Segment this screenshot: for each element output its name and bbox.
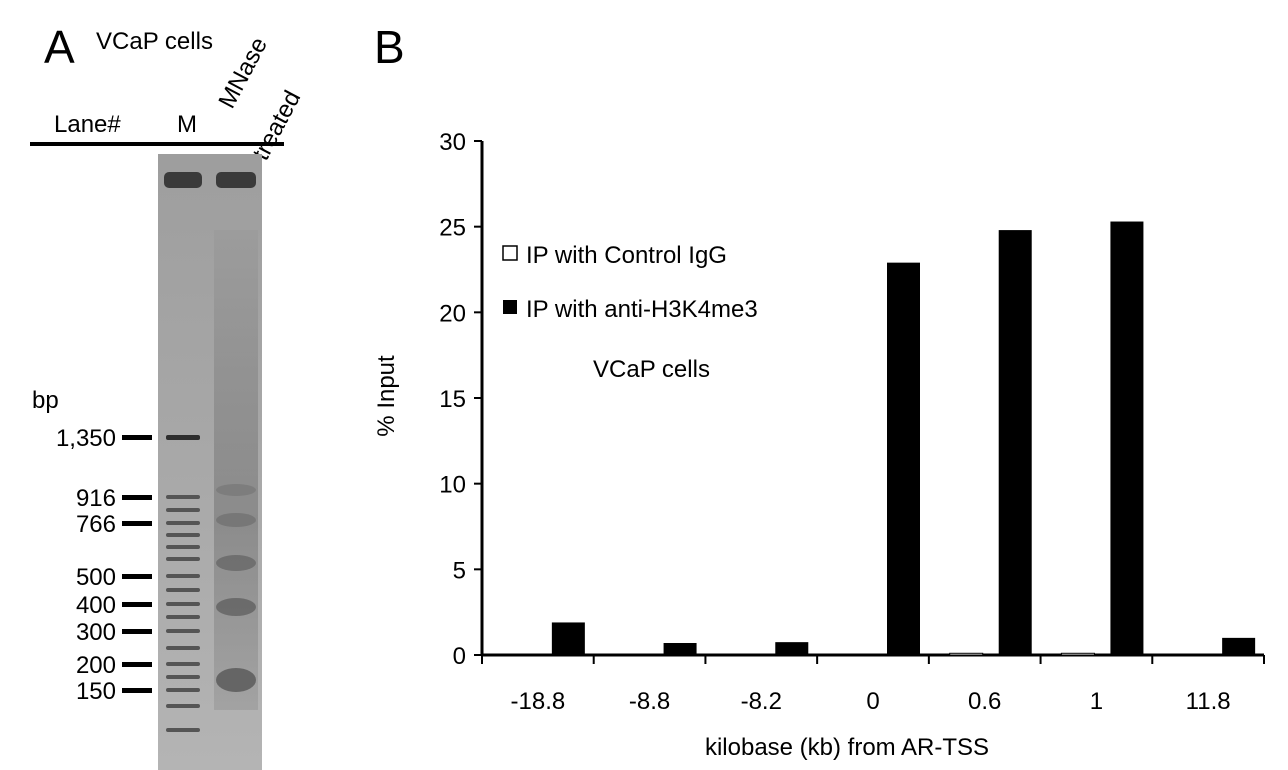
marker-tick xyxy=(122,662,152,667)
ladder-band xyxy=(166,521,200,525)
lane-treated-label-2: treated xyxy=(247,86,306,165)
ladder-band xyxy=(166,704,200,708)
marker-label: 300 xyxy=(76,619,116,646)
ladder-band xyxy=(166,588,200,592)
ladder-band xyxy=(166,495,200,499)
marker-label: 150 xyxy=(76,678,116,705)
bp-label: bp xyxy=(32,387,59,414)
x-tick-label: 11.8 xyxy=(1186,688,1231,715)
y-tick-label: 15 xyxy=(439,386,466,413)
x-tick-label: 1 xyxy=(1090,688,1103,715)
y-tick-label: 0 xyxy=(453,643,466,670)
y-tick-label: 30 xyxy=(439,129,466,156)
legend-treated-label: IP with anti-H3K4me3 xyxy=(526,296,758,323)
panel-a-letter: A xyxy=(44,21,75,73)
x-tick-label: -18.8 xyxy=(511,688,566,715)
ladder-band xyxy=(166,557,200,561)
bar-control-igg xyxy=(502,653,537,656)
marker-tick xyxy=(122,574,152,579)
marker-tick xyxy=(122,629,152,634)
marker-tick xyxy=(122,688,152,693)
y-tick-label: 20 xyxy=(439,300,466,327)
mnase-smear xyxy=(214,230,258,710)
y-axis-title: % Input xyxy=(373,355,400,437)
nucleosome-band xyxy=(216,598,256,616)
ladder-band xyxy=(166,533,200,537)
well-marker xyxy=(164,172,202,188)
legend-control-swatch xyxy=(502,245,518,261)
nucleosome-band xyxy=(216,484,256,496)
panel-b-letter: B xyxy=(374,21,405,73)
ladder-bands xyxy=(166,435,200,732)
bar-anti-h3k4me3 xyxy=(775,642,809,655)
bar-control-igg xyxy=(1060,652,1095,656)
x-axis: -18.8 -8.8 -8.2 0 0.6 1 11.8 xyxy=(481,653,1265,715)
marker-label: 400 xyxy=(76,592,116,619)
marker-label: 916 xyxy=(76,485,116,512)
x-tick-label: 0.6 xyxy=(968,688,1001,715)
marker-tick xyxy=(122,521,152,526)
y-axis: 0 5 10 15 20 25 30 xyxy=(439,129,484,670)
marker-tick xyxy=(122,495,152,500)
ladder-band xyxy=(166,615,200,619)
lane-treated-label-1: MNase xyxy=(213,33,273,113)
bar-anti-h3k4me3 xyxy=(887,262,920,655)
bar-anti-h3k4me3 xyxy=(551,622,585,655)
ladder-band xyxy=(166,629,200,633)
legend-treated-swatch xyxy=(503,300,517,314)
gel-panel: VCaP cells Lane# M MNase treated bp 1,35… xyxy=(30,28,306,770)
lane-m-label: M xyxy=(177,111,197,138)
marker-label: 200 xyxy=(76,652,116,679)
marker-label: 766 xyxy=(76,511,116,538)
bar-control-igg xyxy=(1172,653,1207,656)
y-tick-label: 5 xyxy=(453,557,466,584)
nucleosome-band xyxy=(216,513,256,527)
y-tick-label: 25 xyxy=(439,215,466,242)
ladder-band xyxy=(166,646,200,650)
bar-anti-h3k4me3 xyxy=(1110,221,1144,655)
bars xyxy=(502,221,1256,656)
lane-header-underline xyxy=(30,142,284,146)
well-treated xyxy=(216,172,256,188)
legend-control-label: IP with Control IgG xyxy=(526,242,727,269)
ladder-band xyxy=(166,728,200,732)
bar-control-igg xyxy=(725,653,760,656)
nucleosome-band xyxy=(216,555,256,571)
bar-control-igg xyxy=(949,652,984,656)
legend: IP with Control IgG IP with anti-H3K4me3… xyxy=(502,242,758,383)
bar-control-igg xyxy=(837,653,872,656)
marker-label: 500 xyxy=(76,564,116,591)
ladder-band xyxy=(166,602,200,606)
ladder-band xyxy=(166,508,200,512)
bar-anti-h3k4me3 xyxy=(1222,637,1256,655)
bar-chart: 0 5 10 15 20 25 30 -18.8 -8.8 -8.2 0 0.6 1 11.8 % In… xyxy=(373,129,1265,761)
marker-tick xyxy=(122,435,152,440)
x-axis-title: kilobase (kb) from AR-TSS xyxy=(705,734,989,761)
gel-title: VCaP cells xyxy=(96,28,213,55)
ladder-band xyxy=(166,545,200,549)
lane-header: Lane# xyxy=(54,111,121,138)
marker-label: 1,350 xyxy=(56,425,116,452)
nucleosome-bands xyxy=(216,484,256,692)
ladder-band xyxy=(166,435,200,440)
x-tick-label: 0 xyxy=(866,688,879,715)
ladder-band xyxy=(166,574,200,578)
marker-tick xyxy=(122,602,152,607)
bar-anti-h3k4me3 xyxy=(998,230,1032,656)
nucleosome-band xyxy=(216,668,256,692)
x-tick-label: -8.2 xyxy=(741,688,782,715)
bar-control-igg xyxy=(614,653,649,656)
x-tick-label: -8.8 xyxy=(629,688,670,715)
ladder-band xyxy=(166,675,200,679)
ladder-band xyxy=(166,662,200,666)
y-tick-label: 10 xyxy=(439,472,466,499)
ladder-band xyxy=(166,688,200,692)
bar-anti-h3k4me3 xyxy=(663,643,697,655)
chart-annotation: VCaP cells xyxy=(593,356,710,383)
